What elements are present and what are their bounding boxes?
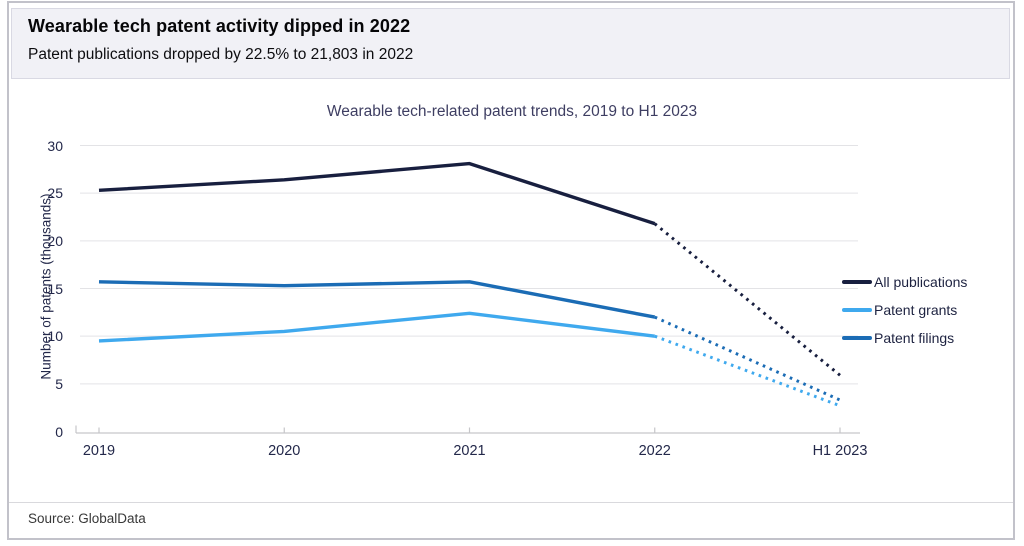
x-tick-label: 2022	[638, 443, 671, 459]
chart-title: Wearable tech-related patent trends, 201…	[326, 103, 698, 120]
x-tick-label: 2019	[82, 443, 116, 459]
legend-item: Patent grants	[842, 300, 967, 319]
header	[11, 8, 1010, 79]
y-tick-label: 0	[55, 423, 63, 440]
infographic-frame	[7, 1, 1015, 540]
legend: All publications Patent grants Patent fili…	[842, 272, 967, 347]
y-tick-label: 15	[47, 280, 63, 297]
legend-swatch-icon	[842, 307, 872, 312]
x-tick-label: 2021	[453, 443, 486, 459]
legend-label: Patent filings	[874, 329, 955, 346]
y-tick-label: 25	[47, 185, 63, 202]
headline: Wearable tech patent activity dipped in …	[28, 16, 411, 36]
x-tick-label: 2020	[268, 443, 301, 459]
legend-swatch-icon	[842, 335, 872, 340]
legend-label: All publications	[874, 273, 968, 290]
y-tick-label: 5	[55, 375, 63, 392]
y-tick-label: 10	[47, 328, 63, 345]
legend-item: All publications	[842, 272, 967, 291]
subheadline: Patent publications dropped by 22.5% to …	[28, 46, 414, 63]
x-tick-label: H1 2023	[812, 443, 868, 459]
legend-item: Patent filings	[842, 328, 967, 347]
footer-divider	[9, 502, 1013, 503]
source-label: Source: GlobalData	[28, 511, 146, 526]
legend-label: Patent grants	[874, 301, 958, 318]
legend-swatch-icon	[842, 279, 872, 284]
y-tick-label: 30	[47, 137, 63, 154]
y-tick-label: 20	[47, 232, 63, 249]
